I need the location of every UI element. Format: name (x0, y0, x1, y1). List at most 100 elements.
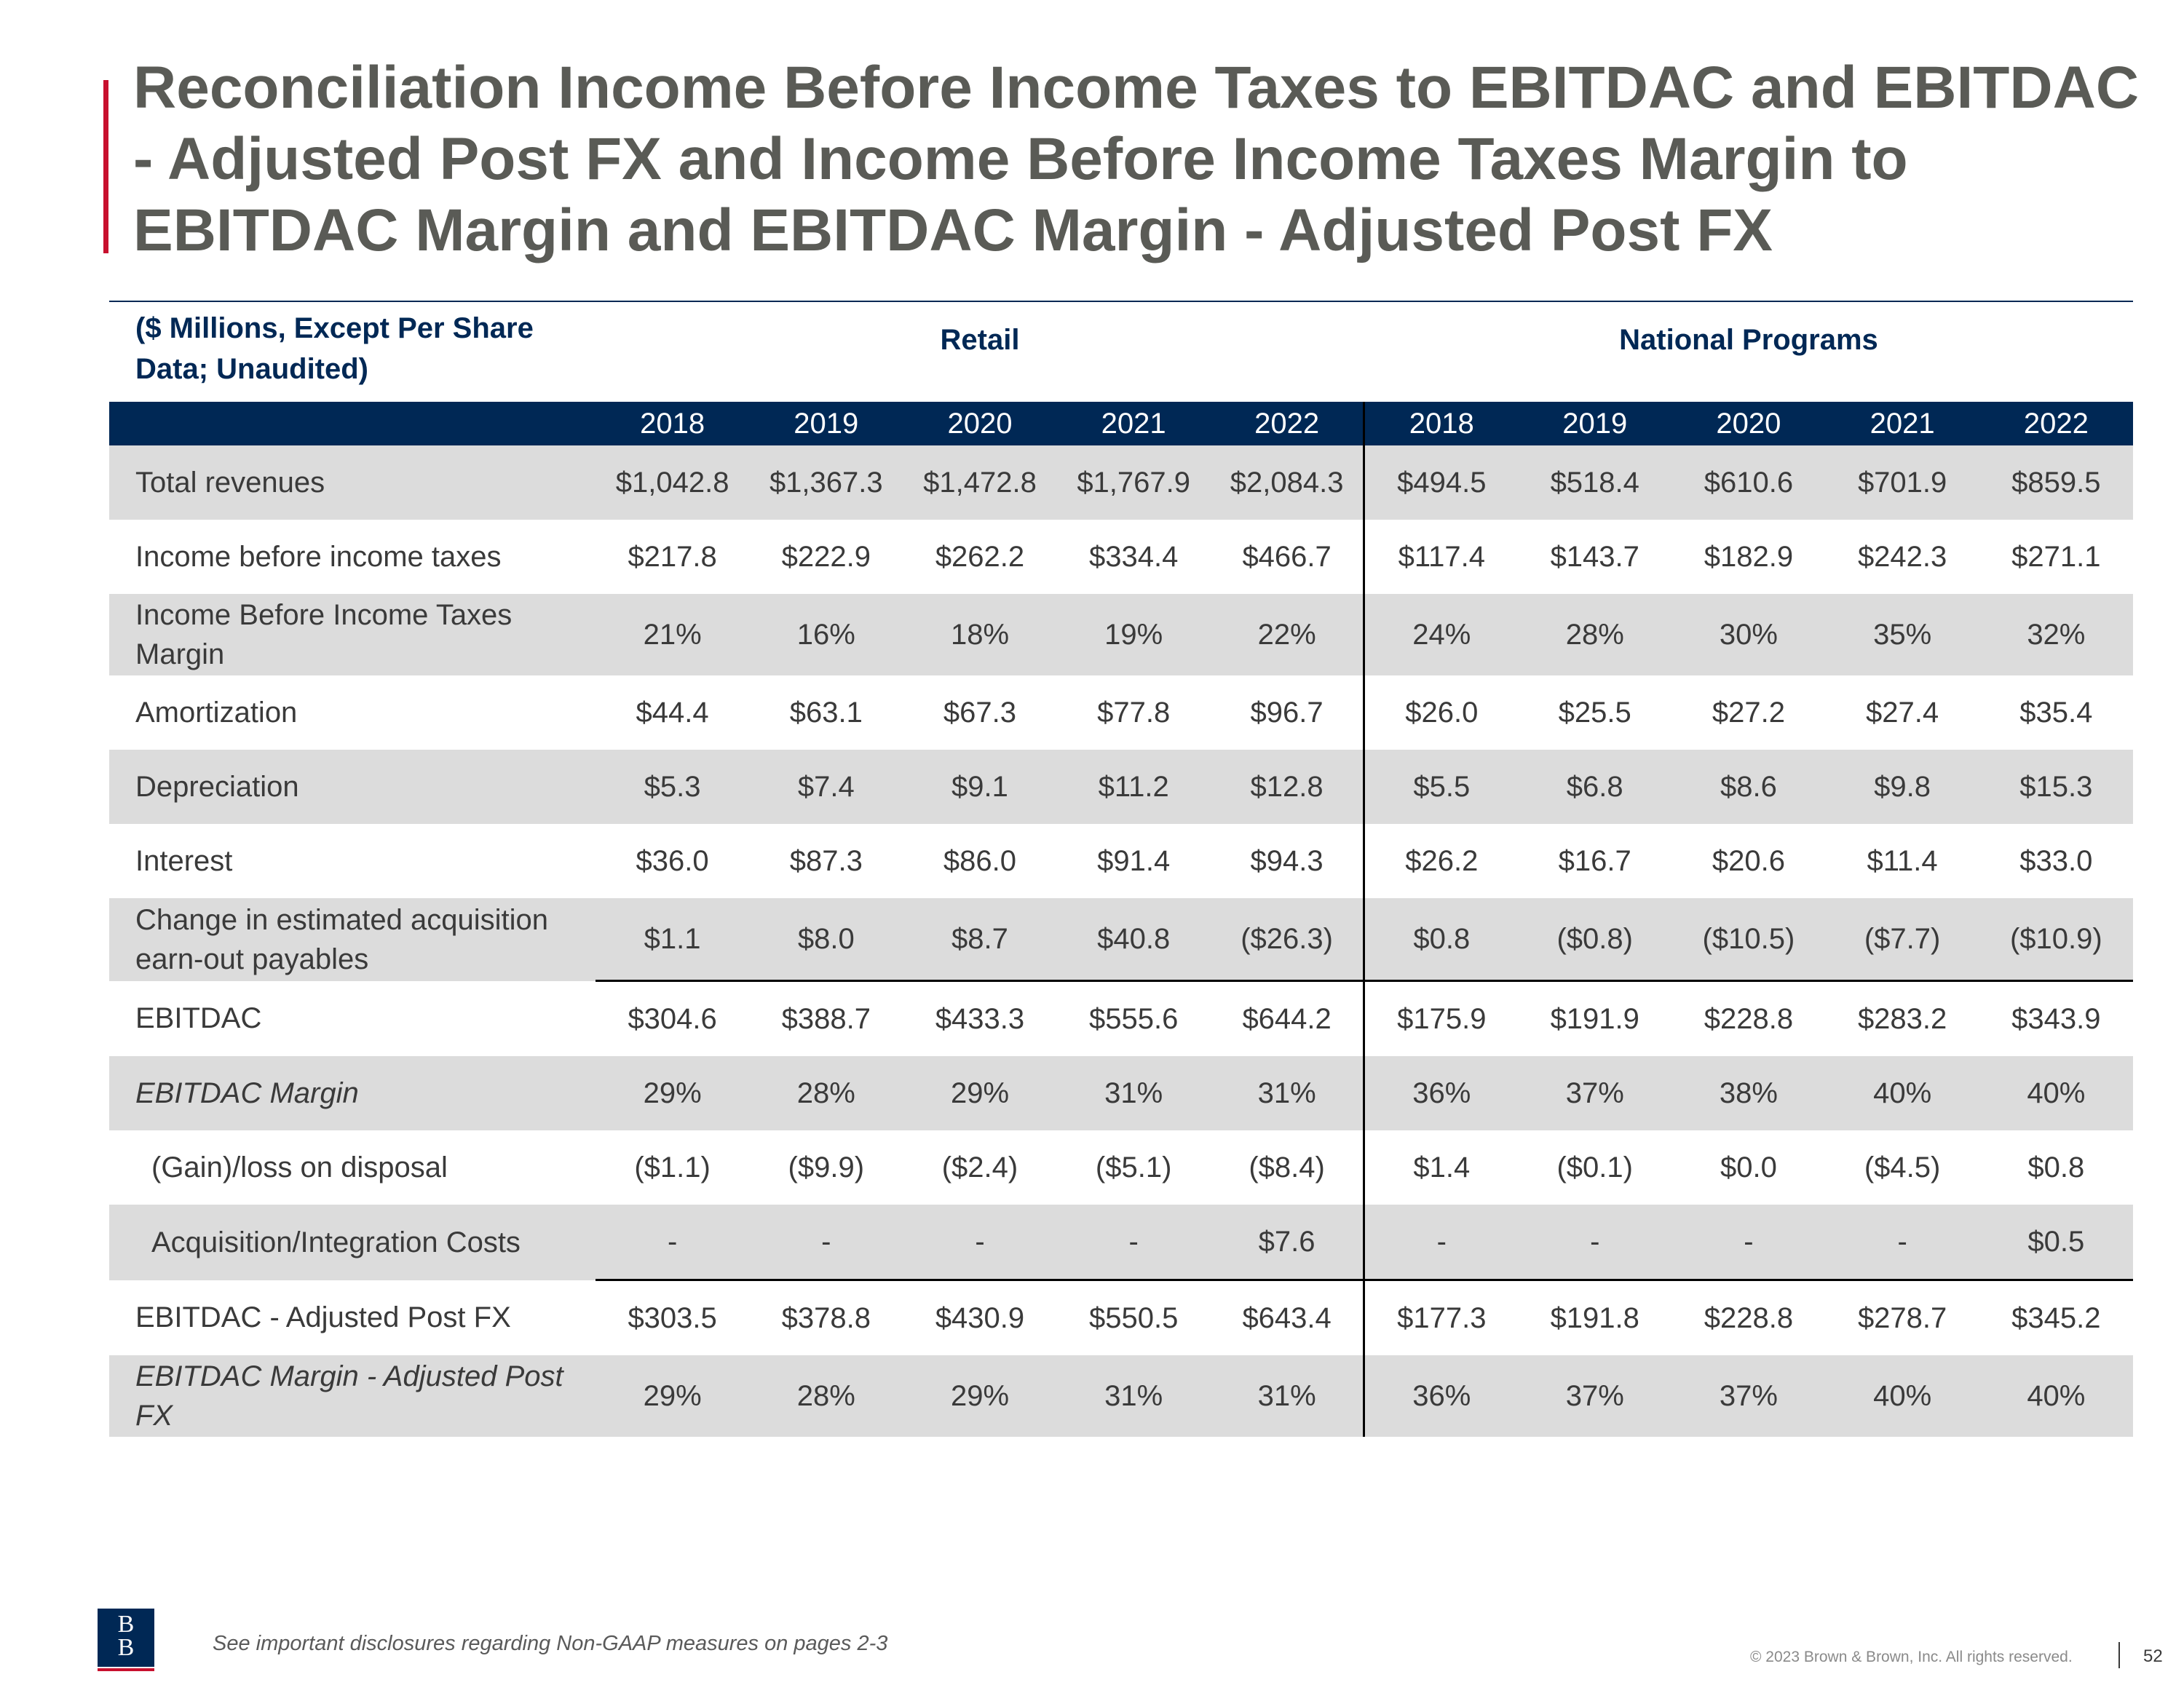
table-cell: $643.4 (1210, 1279, 1364, 1355)
footer-divider (2118, 1642, 2120, 1668)
table-cell: $11.4 (1867, 844, 1938, 877)
table-cell: $494.5 (1363, 445, 1519, 520)
row-label: (Gain)/loss on disposal (151, 1151, 448, 1184)
table-cell: - (1056, 1205, 1211, 1280)
table-cell: 18% (903, 594, 1057, 675)
table-cell: $343.9 (1979, 980, 2133, 1056)
table-cell: $8.6 (1671, 750, 1826, 824)
table-cell: 40% (1825, 1355, 1979, 1437)
table-cell: 31% (1056, 1355, 1211, 1437)
table-cell: $217.8 (628, 540, 717, 573)
year-header: 2020 (903, 402, 1057, 445)
table-cell: $27.2 (1712, 696, 1785, 729)
year-header: 2020 (1671, 402, 1826, 445)
table-cell: ($4.5) (1864, 1151, 1941, 1184)
table-row: EBITDAC Margin 29% 28% 29% 31% 31% 36% 37% 38% 40… (109, 1056, 2133, 1130)
year-header: 2019 (749, 402, 903, 445)
row-label: EBITDAC (135, 1002, 262, 1035)
table-cell: ($10.9) (1979, 898, 2133, 981)
table-cell: $283.2 (1825, 980, 1979, 1056)
table-cell: ($7.7) (1825, 898, 1979, 981)
table-cell: 21% (596, 594, 750, 675)
table-cell: $182.9 (1704, 540, 1794, 573)
row-label: Interest (135, 845, 233, 877)
table-cell: $96.7 (1250, 696, 1324, 729)
table-cell: 29% (903, 1355, 1057, 1437)
table-cell: $1,767.9 (1056, 445, 1211, 520)
table-cell: $9.8 (1825, 750, 1979, 824)
table-row: Change in estimated acquisition earn-out… (109, 898, 2133, 981)
table-cell: $228.8 (1671, 1279, 1826, 1355)
table-cell: 31% (1210, 1355, 1364, 1437)
table-cell: - (1518, 1205, 1672, 1280)
table-cell: 22% (1210, 594, 1364, 675)
table-cell: - (1825, 1205, 1979, 1280)
table-cell: 30% (1671, 594, 1826, 675)
table-cell: $0.0 (1720, 1151, 1777, 1184)
table-cell: $77.8 (1097, 696, 1171, 729)
table-cell: $378.8 (749, 1279, 903, 1355)
title-accent-bar (103, 80, 108, 253)
table-cell: $345.2 (1979, 1279, 2133, 1355)
table-cell: 16% (749, 594, 903, 675)
table-cell: 24% (1363, 594, 1519, 675)
table-cell: $20.6 (1712, 844, 1785, 877)
table-cell: ($26.3) (1210, 898, 1364, 981)
table-cell: 37% (1518, 1355, 1672, 1437)
table-cell: 32% (1979, 594, 2133, 675)
table-cell: - (596, 1205, 750, 1280)
table-cell: $33.0 (2019, 844, 2093, 877)
table-cell: $44.4 (636, 696, 709, 729)
year-header: 2021 (1825, 402, 1979, 445)
table-cell: 28% (749, 1355, 903, 1437)
row-label: Acquisition/Integration Costs (109, 1205, 596, 1280)
table-cell: $1,367.3 (749, 445, 903, 520)
table-cell: $550.5 (1056, 1279, 1211, 1355)
table-cell: $143.7 (1550, 540, 1639, 573)
table-cell: 36% (1363, 1355, 1519, 1437)
table-cell: $8.7 (903, 898, 1057, 981)
table-cell: ($2.4) (941, 1151, 1018, 1184)
table-cell: 29% (903, 1056, 1057, 1130)
table-cell: ($0.1) (1556, 1151, 1633, 1184)
units-label: ($ Millions, Except Per Share Data; Unau… (109, 301, 596, 402)
page-title: Reconciliation Income Before Income Taxe… (133, 55, 2140, 263)
table-cell: $35.4 (2019, 696, 2093, 729)
table-cell: 38% (1671, 1056, 1826, 1130)
table-cell: $610.6 (1671, 445, 1826, 520)
table-row: EBITDAC Margin - Adjusted Post FX 29% 28% 2… (109, 1355, 2133, 1437)
table-cell: 31% (1210, 1056, 1364, 1130)
table-cell: 40% (1825, 1056, 1979, 1130)
table-cell: $86.0 (943, 844, 1017, 877)
table-row: EBITDAC - Adjusted Post FX $303.5 $378.8 $4… (109, 1279, 2133, 1355)
table-cell: $859.5 (1979, 445, 2133, 520)
table-cell: ($1.1) (634, 1151, 711, 1184)
table-cell: $63.1 (789, 696, 863, 729)
table-cell: $26.0 (1363, 675, 1519, 750)
table-cell: 37% (1671, 1355, 1826, 1437)
table-row: Total revenues $1,042.8 $1,367.3 $1,472.8 $1… (109, 445, 2133, 520)
table-cell: - (749, 1205, 903, 1280)
table-cell: $1,042.8 (596, 445, 750, 520)
table-cell: $40.8 (1056, 898, 1211, 981)
table-cell: $1.1 (596, 898, 750, 981)
table-cell: $271.1 (2011, 540, 2101, 573)
row-label: Total revenues (109, 445, 596, 520)
table-cell: $9.1 (903, 750, 1057, 824)
table-cell: $334.4 (1089, 540, 1179, 573)
table-row: (Gain)/loss on disposal ($1.1) ($9.9) ($2.4… (109, 1130, 2133, 1205)
reconciliation-table-container: ($ Millions, Except Per Share Data; Unau… (109, 301, 2133, 1437)
table-cell: $67.3 (943, 696, 1017, 729)
table-cell: $1.4 (1363, 1130, 1519, 1205)
table-cell: ($0.8) (1518, 898, 1672, 981)
table-cell: 28% (749, 1056, 903, 1130)
table-cell: $278.7 (1825, 1279, 1979, 1355)
table-cell: $25.5 (1558, 696, 1631, 729)
table-cell: $191.8 (1518, 1279, 1672, 1355)
table-cell: $7.6 (1210, 1205, 1364, 1280)
table-cell: $27.4 (1866, 696, 1939, 729)
logo-accent-line (98, 1668, 154, 1671)
disclosure-note: See important disclosures regarding Non-… (213, 1632, 888, 1655)
table-cell: $242.3 (1857, 540, 1947, 573)
table-cell: ($5.1) (1095, 1151, 1172, 1184)
